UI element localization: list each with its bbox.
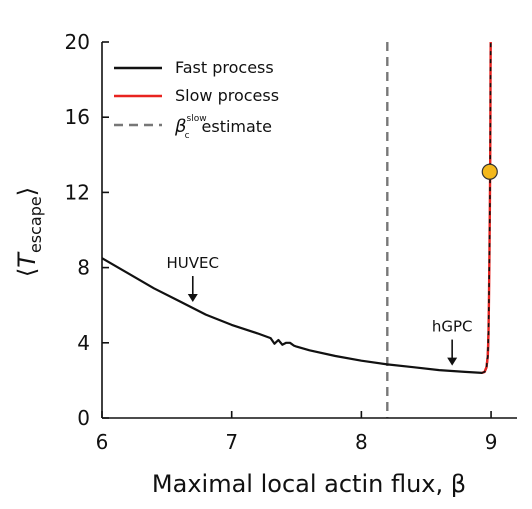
- highlight-point: [481, 163, 498, 180]
- ticks: 6 7 8 9 0 4 8 12 16 20: [65, 30, 498, 454]
- annotation-arrowhead: [187, 294, 198, 303]
- y-label-main: T: [13, 251, 41, 268]
- legend-label-beta: βslow c estimate: [174, 114, 272, 141]
- x-tick-label: 7: [225, 430, 238, 454]
- legend-beta-symbol: β: [174, 116, 187, 137]
- legend-label-fast: Fast process: [175, 58, 274, 77]
- annotation-label-hgpc: hGPC: [432, 318, 473, 336]
- legend-beta-estimate: estimate: [202, 117, 272, 136]
- legend: Fast process Slow process βslow c estimate: [114, 58, 279, 141]
- y-label-close-bracket: ⟩: [13, 187, 41, 196]
- axes: [101, 42, 517, 419]
- annotation-label-huvec: HUVEC: [167, 254, 219, 272]
- series-line-fast-process: [101, 257, 490, 374]
- y-tick-label: 20: [65, 30, 90, 54]
- x-axis-label: Maximal local actin flux, β: [152, 470, 466, 498]
- y-axis-label: ⟨Tescape⟩: [13, 187, 45, 277]
- legend-beta-sup: slow: [187, 114, 207, 124]
- annotation-arrowhead: [447, 357, 458, 366]
- svg-text:⟨Tescape⟩: ⟨Tescape⟩: [13, 187, 45, 277]
- y-label-sub: escape: [26, 196, 45, 253]
- y-tick-label: 0: [77, 406, 90, 430]
- series-line-slow-process-overlay: [481, 41, 492, 374]
- y-tick-label: 8: [77, 256, 90, 280]
- annotations: HUVEC hGPC: [167, 254, 473, 366]
- legend-label-slow: Slow process: [175, 86, 279, 105]
- y-label-open-bracket: ⟨: [13, 268, 41, 277]
- x-tick-label: 6: [96, 430, 109, 454]
- y-tick-label: 4: [77, 331, 90, 355]
- y-tick-label: 12: [65, 180, 90, 204]
- y-tick-label: 16: [65, 105, 90, 129]
- legend-beta-sub: c: [185, 131, 190, 141]
- x-tick-label: 8: [355, 430, 368, 454]
- x-tick-label: 9: [485, 430, 498, 454]
- plot-area: [101, 41, 498, 418]
